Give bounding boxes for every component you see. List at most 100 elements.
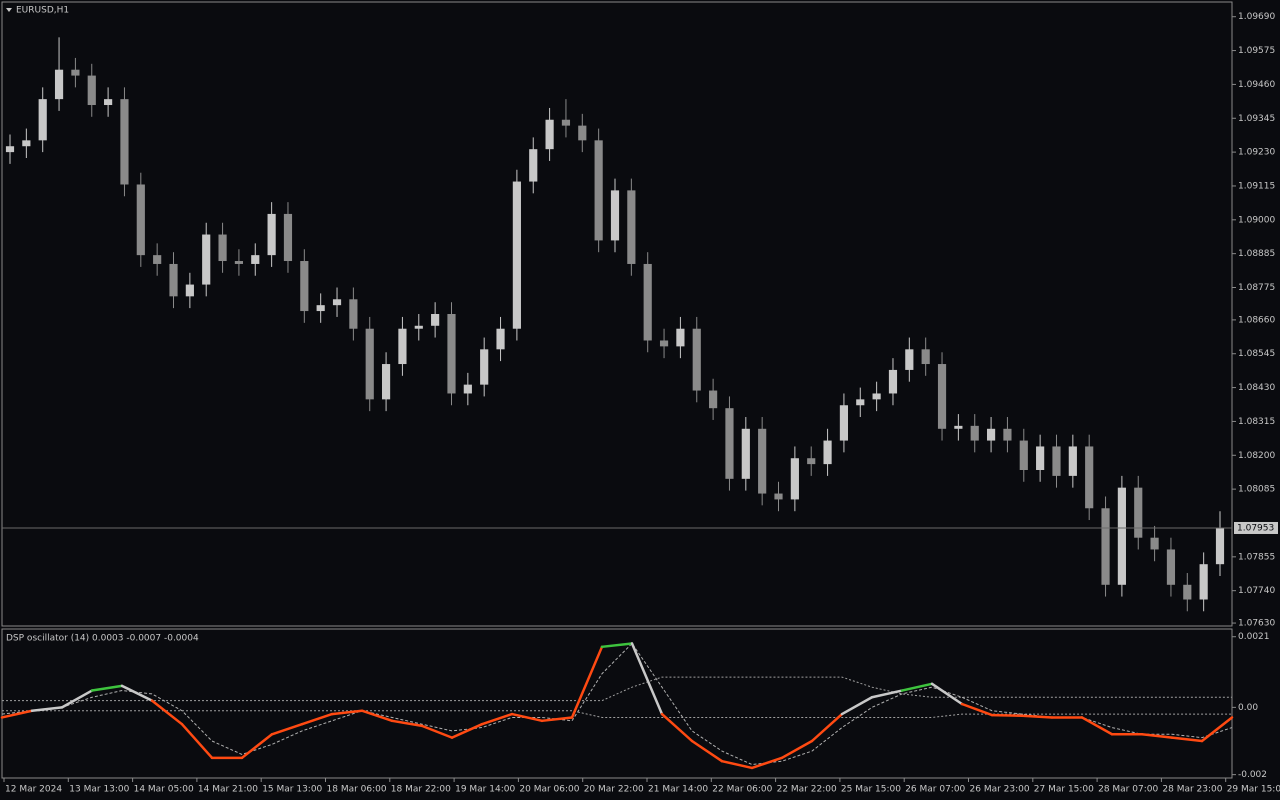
x-tick-label: 18 Mar 06:00 [327, 785, 387, 795]
x-tick-label: 14 Mar 05:00 [134, 785, 194, 795]
main-line-segment [840, 696, 874, 716]
candle-body [365, 328, 374, 400]
y-tick-label: 1.09000 [1238, 215, 1275, 225]
x-tick-label: 20 Mar 06:00 [519, 785, 579, 795]
candle-body [823, 440, 832, 465]
candle-body [839, 405, 849, 441]
candle-body [1215, 527, 1225, 565]
candle-body [202, 234, 211, 285]
candle-body [954, 425, 963, 429]
main-line-segment [1140, 733, 1174, 739]
candle-body [807, 458, 816, 465]
candle-body [1068, 446, 1077, 476]
candle-body [529, 149, 538, 182]
symbol-menu-icon[interactable] [6, 8, 12, 12]
candle-body [1183, 584, 1192, 600]
candle-body [659, 340, 669, 347]
candle-body [741, 428, 750, 479]
candle-body [54, 69, 64, 100]
candle-body [512, 181, 521, 329]
main-line-segment [480, 712, 514, 726]
x-tick-label: 22 Mar 22:00 [777, 785, 837, 795]
candle-body [676, 328, 685, 347]
candle-body [1085, 446, 1094, 509]
candle-body [185, 284, 194, 297]
candle-body [381, 364, 391, 400]
x-tick-label: 19 Mar 14:00 [455, 785, 515, 795]
candle-body [349, 299, 358, 329]
main-line-segment [1020, 714, 1054, 719]
x-tick-label: 27 Mar 15:00 [1034, 785, 1094, 795]
y-tick-label: 1.07630 [1238, 619, 1275, 629]
main-line-segment [450, 722, 484, 739]
candle-body [790, 458, 799, 500]
y-tick-label: 1.08775 [1238, 283, 1275, 293]
candle-body [921, 349, 930, 365]
main-line-segment [390, 719, 424, 728]
candle-body [104, 99, 113, 106]
candle-body [1199, 564, 1208, 600]
x-tick-label: 29 Mar 15:00 [1227, 785, 1280, 795]
x-tick-label: 12 Mar 2024 [5, 785, 62, 795]
x-tick-label: 28 Mar 07:00 [1098, 785, 1158, 795]
candle-body [398, 328, 407, 365]
candle-body [774, 493, 783, 500]
main-line-segment [930, 682, 964, 706]
candle-body [610, 190, 620, 241]
y-tick-label: 1.09690 [1238, 12, 1275, 22]
candle-body [38, 99, 47, 141]
candle-body [414, 325, 423, 329]
main-line-segment [360, 709, 394, 723]
main-line-segment [270, 722, 304, 736]
candle-body [1134, 487, 1143, 538]
candle-body [447, 314, 456, 394]
candle-body [1019, 440, 1028, 470]
y-tick-label: 1.07740 [1238, 586, 1275, 596]
y-tick-label: 1.09345 [1238, 114, 1275, 124]
y-tick-label: 1.08085 [1238, 485, 1275, 495]
y-tick-label: 1.08885 [1238, 249, 1275, 259]
main-line-segment [570, 645, 604, 719]
candle-body [218, 234, 227, 262]
candle-body [71, 69, 80, 76]
main-line-segment [810, 712, 844, 743]
candle-body [1052, 446, 1061, 476]
candle-body [970, 425, 979, 441]
symbol-title: EURUSD,H1 [16, 6, 69, 16]
y-tick-label: 1.08315 [1238, 417, 1275, 427]
candle-body [136, 184, 145, 256]
candle-body [986, 428, 996, 441]
candle-body [153, 255, 162, 264]
y-tick-label: 1.09575 [1238, 46, 1275, 56]
main-line-segment [960, 702, 994, 717]
x-tick-label: 25 Mar 15:00 [841, 785, 901, 795]
y-tick-label: 1.09115 [1238, 181, 1275, 191]
candle-body [937, 364, 947, 429]
candle-body [120, 99, 129, 185]
candle-body [300, 261, 309, 312]
main-line-segment [510, 712, 544, 723]
candle-body [332, 299, 342, 306]
x-tick-label: 26 Mar 23:00 [970, 785, 1030, 795]
candle-body [905, 349, 914, 370]
candle-body [758, 428, 767, 494]
signal-line [1, 642, 1233, 766]
y-tick-label: 1.08545 [1238, 349, 1275, 359]
main-line-segment [30, 706, 64, 712]
main-line-segment [300, 712, 334, 726]
x-tick-label: 13 Mar 13:00 [69, 785, 129, 795]
main-panel-frame [1, 1, 1233, 627]
main-line-segment [240, 733, 274, 760]
current-price-box [1234, 521, 1278, 534]
main-line-segment [330, 709, 364, 716]
candle-body [578, 125, 587, 141]
candle-body [643, 263, 652, 341]
candle-body [316, 305, 325, 312]
y-tick-label: 1.09460 [1238, 80, 1275, 90]
main-line-segment [420, 724, 454, 739]
candle-body [1003, 428, 1012, 441]
main-line-segment [0, 709, 34, 719]
y-tick-label: 1.07855 [1238, 552, 1275, 562]
current-price-label: 1.07953 [1237, 523, 1274, 533]
